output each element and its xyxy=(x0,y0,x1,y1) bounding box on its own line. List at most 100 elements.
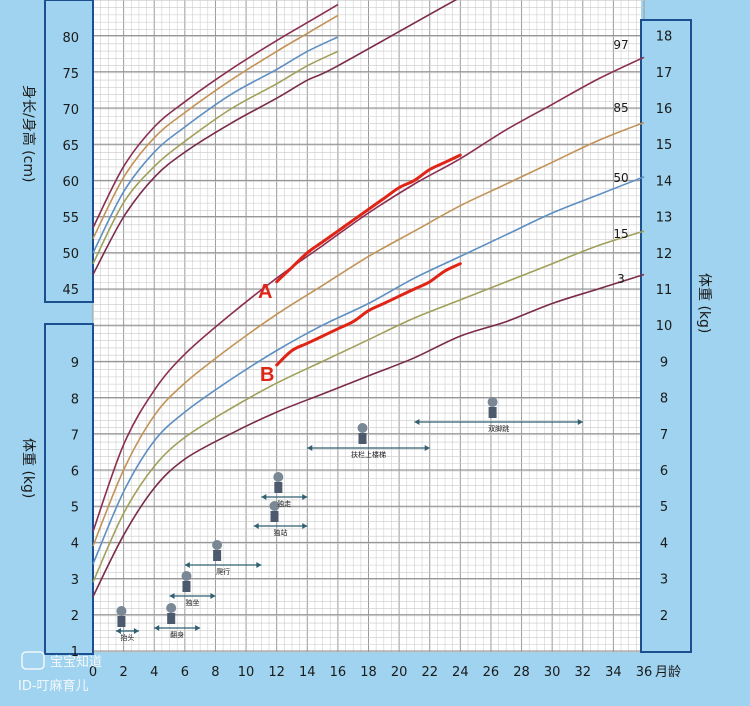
weight-left-tick-label: 3 xyxy=(71,573,79,588)
milestone-label: 翻身 xyxy=(170,630,184,639)
weight-left-tick-label: 5 xyxy=(71,501,79,516)
length-curve-p85 xyxy=(92,14,339,239)
x-tick-label: 26 xyxy=(483,665,500,680)
x-tick-label: 4 xyxy=(150,665,158,680)
milestone-figure-icon xyxy=(181,571,192,581)
weight-right-tick-label: 10 xyxy=(656,319,673,334)
length-tick-label: 65 xyxy=(62,139,79,154)
weight-right-tick-label: 11 xyxy=(656,283,673,298)
weight-curve-p3 xyxy=(92,273,645,598)
percentile-label-15: 15 xyxy=(613,227,628,241)
watermark: 宝宝知道 ID-叮麻育儿 xyxy=(18,651,102,694)
watermark-line1: 宝宝知道 xyxy=(50,654,102,670)
milestone-figure-body xyxy=(270,511,279,522)
milestone-figure-body xyxy=(488,407,497,418)
highlight-curve-A xyxy=(275,153,462,284)
length-tick-label: 70 xyxy=(62,103,79,118)
milestone-figure-body xyxy=(274,482,283,493)
milestone-figure-body xyxy=(213,550,222,561)
percentile-label-97: 97 xyxy=(613,38,628,52)
weight-curve-p85 xyxy=(92,121,645,547)
milestone-figure-body xyxy=(117,616,126,627)
x-tick-label: 8 xyxy=(211,665,219,680)
weight-axis-right-panel xyxy=(640,19,692,653)
x-tick-label: 34 xyxy=(605,665,622,680)
milestone-figure-icon xyxy=(269,501,280,511)
x-axis-unit-label: 月龄 xyxy=(655,665,681,680)
milestone-figure-icon xyxy=(487,397,498,407)
percentile-labels: 97 85 50 15 3 xyxy=(613,38,628,286)
x-tick-label: 10 xyxy=(238,665,255,680)
milestone-label: 爬行 xyxy=(216,567,230,576)
weight-right-tick-label: 4 xyxy=(660,536,668,551)
x-tick-label: 18 xyxy=(360,665,377,680)
milestone-label: 独走 xyxy=(277,499,291,508)
x-tick-label: 24 xyxy=(452,665,469,680)
length-curve-p3 xyxy=(92,0,458,275)
curve-b-label: B xyxy=(260,364,274,386)
length-tick-label: 50 xyxy=(62,247,79,262)
milestone-figure-body xyxy=(358,433,367,444)
curve-a-label: A xyxy=(258,281,272,303)
length-curve-p50 xyxy=(92,36,339,254)
milestone-arrows xyxy=(169,593,216,599)
x-tick-label: 16 xyxy=(330,665,347,680)
weight-right-tick-label: 14 xyxy=(656,174,673,189)
highlight-curve-B xyxy=(275,262,462,367)
weight-curve-p97 xyxy=(92,56,645,532)
weight-axis-right-title: 体重 (kg) xyxy=(696,273,712,333)
percentile-label-3: 3 xyxy=(617,272,625,286)
x-tick-label: 30 xyxy=(544,665,561,680)
x-tick-label: 28 xyxy=(513,665,530,680)
x-tick-label: 12 xyxy=(268,665,285,680)
milestone-arrows xyxy=(261,494,308,500)
milestone-label: 扶栏上楼梯 xyxy=(351,450,386,459)
length-tick-label: 75 xyxy=(62,67,79,82)
milestone-figure-icon xyxy=(273,472,284,482)
weight-left-tick-label: 1 xyxy=(71,645,79,660)
weight-right-tick-label: 18 xyxy=(656,30,673,45)
weight-left-tick-label: 2 xyxy=(71,609,79,624)
length-axis-title: 身长/身高 (cm) xyxy=(20,85,37,182)
weight-left-tick-label: 8 xyxy=(71,392,79,407)
milestone-figure-icon xyxy=(212,540,223,550)
weight-left-tick-label: 7 xyxy=(71,428,79,443)
x-tick-label: 0 xyxy=(89,665,97,680)
milestone-arrows xyxy=(115,628,139,634)
milestone-figure-icon xyxy=(116,606,127,616)
length-curve-p97 xyxy=(92,3,339,229)
milestone-label: 双脚跳 xyxy=(488,424,509,433)
weight-right-tick-label: 12 xyxy=(656,247,673,262)
percentile-label-50: 50 xyxy=(613,171,628,185)
weight-left-tick-label: 4 xyxy=(71,537,79,552)
milestone-figure-body xyxy=(167,613,176,624)
x-tick-label: 22 xyxy=(421,665,438,680)
weight-right-tick-label: 6 xyxy=(660,464,668,479)
milestone-figure-body xyxy=(182,581,191,592)
weight-right-tick-label: 17 xyxy=(656,66,673,81)
watermark-line2: ID-叮麻育儿 xyxy=(18,678,89,694)
milestone-arrows xyxy=(154,625,201,631)
weight-right-tick-label: 3 xyxy=(660,573,668,588)
length-tick-label: 45 xyxy=(62,283,79,298)
weight-right-tick-label: 7 xyxy=(660,428,668,443)
length-tick-label: 55 xyxy=(62,211,79,226)
x-tick-label: 32 xyxy=(575,665,592,680)
weight-left-tick-label: 9 xyxy=(71,356,79,371)
x-tick-label: 14 xyxy=(299,665,316,680)
x-tick-label: 6 xyxy=(181,665,189,680)
length-curve-p15 xyxy=(92,50,339,265)
milestones: 抬头 翻身 独坐 爬行 独站 独走 扶栏上楼梯 双脚跳 xyxy=(115,397,583,642)
percentile-label-85: 85 xyxy=(613,101,628,115)
weight-right-tick-label: 13 xyxy=(656,211,673,226)
weight-right-tick-label: 16 xyxy=(656,102,673,117)
weight-right-tick-label: 15 xyxy=(656,138,673,153)
weight-right-tick-label: 8 xyxy=(660,392,668,407)
weight-right-tick-label: 2 xyxy=(660,609,668,624)
x-tick-label: 20 xyxy=(391,665,408,680)
weight-axis-left-panel xyxy=(44,323,94,655)
weight-right-tick-label: 9 xyxy=(660,355,668,370)
highlight-curves xyxy=(275,153,462,367)
